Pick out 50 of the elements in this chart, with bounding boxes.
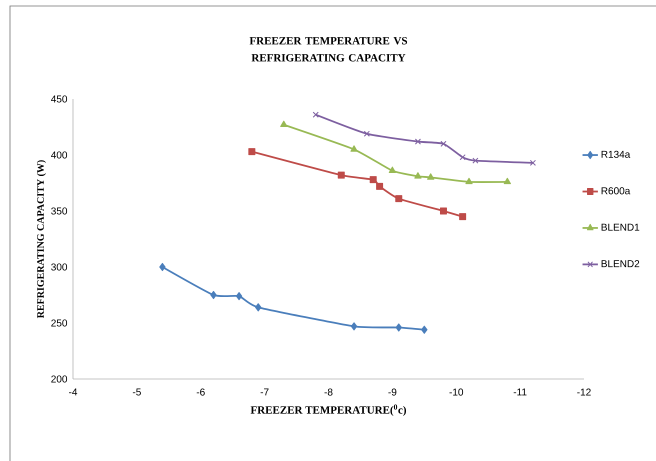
legend-label: R134a: [602, 150, 630, 158]
x-tick-label: -10: [449, 388, 464, 396]
point: [350, 322, 358, 330]
point: [530, 160, 536, 166]
point: [248, 148, 256, 156]
y-tick-label: 450: [51, 95, 68, 103]
point: [440, 208, 447, 214]
x-tick-label: -7: [260, 388, 269, 396]
legend-label: R600a: [602, 187, 630, 194]
point: [312, 112, 319, 118]
x-tick-label: -8: [324, 388, 333, 396]
y-tick-label: 300: [51, 263, 68, 271]
chart-title: FREEZER TEMPERATURE VS REFRIGERATING CAPACITY: [250, 37, 408, 62]
point: [460, 154, 466, 160]
point: [465, 178, 473, 184]
point: [159, 262, 166, 272]
y-tick-label: 250: [51, 319, 68, 327]
point: [350, 145, 358, 152]
x-tick-label: -11: [514, 388, 526, 396]
point: [395, 195, 402, 202]
point: [376, 182, 384, 190]
point: [459, 213, 466, 220]
point: [388, 166, 396, 173]
x-axis-title: FREEZER TEMPERATURE($^{0}$c): [250, 404, 406, 416]
y-tick-label: 400: [51, 151, 68, 159]
point: [421, 326, 428, 334]
point: [472, 158, 478, 164]
point: [210, 290, 217, 300]
point: [338, 172, 345, 179]
point: [504, 178, 511, 184]
y-axis-title: REFRIGERATING CAPACITY (W): [36, 160, 46, 318]
x-tick-label: -4: [68, 388, 78, 396]
point: [427, 173, 434, 180]
point: [414, 138, 421, 145]
y-tick-label: 350: [51, 207, 68, 215]
point: [255, 303, 262, 312]
point: [236, 292, 242, 300]
point: [396, 323, 402, 332]
legend-label: BLEND1: [602, 224, 640, 231]
legend-label: BLEND2: [602, 260, 640, 268]
point: [440, 140, 447, 147]
point: [280, 120, 288, 128]
y-tick-label: 200: [51, 375, 68, 383]
point: [364, 130, 370, 137]
x-tick-label: -9: [388, 388, 396, 396]
x-tick-label: -5: [132, 388, 141, 396]
point: [414, 172, 422, 179]
x-tick-label: -6: [196, 388, 205, 396]
x-tick-label: -12: [577, 388, 591, 396]
point: [370, 176, 377, 184]
